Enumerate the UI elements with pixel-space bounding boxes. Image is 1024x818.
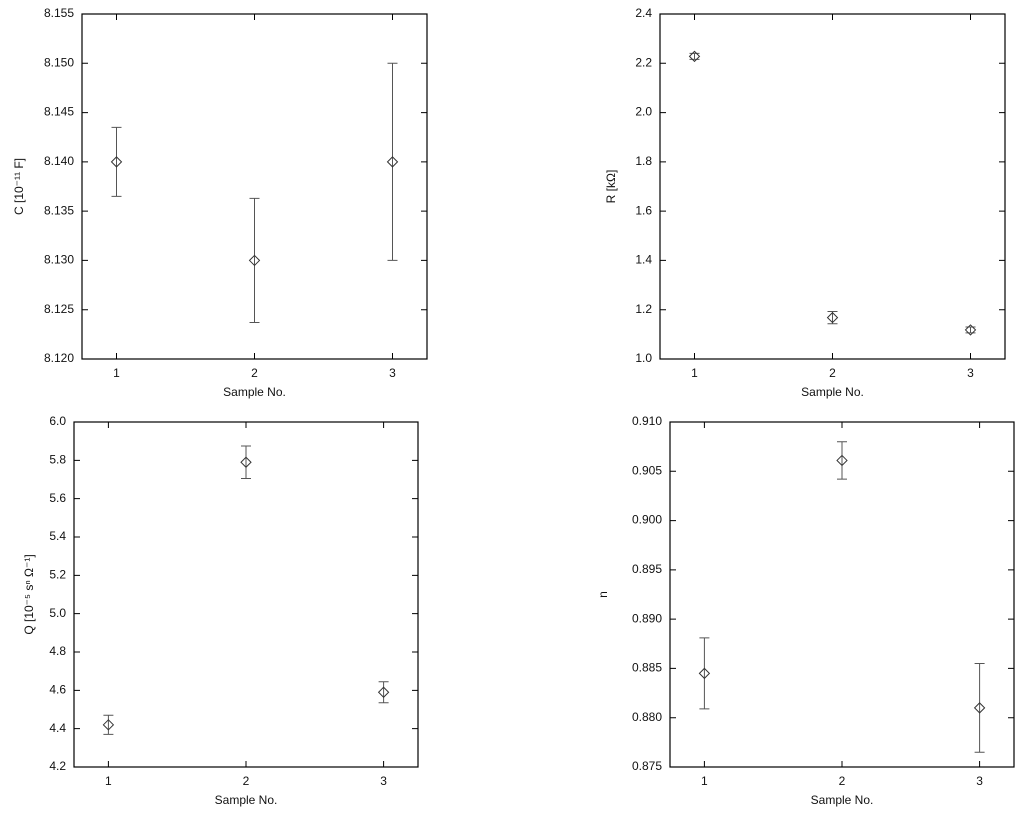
marker [102, 719, 115, 731]
y-tick-label: 5.4 [49, 529, 66, 543]
x-axis-label: Sample No. [801, 385, 864, 399]
marker [964, 324, 977, 336]
error-bar [827, 310, 838, 325]
y-tick-label: 8.130 [44, 253, 74, 267]
y-tick-label: 8.135 [44, 203, 74, 217]
y-tick-label: 1.2 [635, 302, 652, 316]
y-tick-label: 4.2 [49, 759, 66, 773]
error-bar [241, 445, 251, 480]
y-tick-label: 5.8 [49, 453, 66, 467]
x-axis-label: Sample No. [215, 793, 278, 807]
y-tick-label: 4.8 [49, 644, 66, 658]
y-tick-label: 5.2 [49, 568, 66, 582]
marker [386, 156, 399, 168]
marker [248, 254, 261, 267]
y-tick-label: 0.895 [632, 562, 662, 576]
error-bar [974, 663, 985, 753]
error-bar [689, 52, 700, 60]
y-tick-label: 2.0 [635, 105, 652, 119]
error-bar [111, 126, 122, 197]
error-bar [837, 441, 847, 480]
y-axis-label: Q [10⁻⁵ sⁿ Ω⁻¹] [22, 554, 36, 634]
plot-frame [73, 421, 419, 768]
marker [698, 667, 711, 680]
y-tick-label: 4.6 [49, 683, 66, 697]
x-tick-label: 1 [113, 366, 120, 380]
marker [836, 454, 848, 467]
y-tick-label: 0.885 [632, 661, 662, 675]
error-bar [103, 714, 114, 735]
marker [688, 50, 701, 63]
x-tick-label: 1 [691, 366, 698, 380]
y-tick-label: 1.4 [635, 253, 652, 267]
x-tick-label: 3 [380, 774, 387, 788]
y-tick-label: 8.155 [44, 6, 74, 20]
y-tick-label: 0.905 [632, 463, 662, 477]
y-tick-label: 4.4 [49, 721, 66, 735]
y-tick-label: 6.0 [49, 414, 66, 428]
marker [377, 686, 390, 698]
y-tick-label: 1.0 [635, 351, 652, 365]
x-tick-label: 1 [105, 774, 112, 788]
x-tick-label: 2 [243, 774, 250, 788]
y-axis-label: R [kΩ] [604, 170, 618, 204]
y-tick-label: 0.875 [632, 759, 662, 773]
error-bar [699, 637, 710, 710]
error-bar [387, 62, 398, 261]
x-tick-label: 3 [976, 774, 983, 788]
x-tick-label: 2 [839, 774, 846, 788]
x-tick-label: 3 [967, 366, 974, 380]
marker [240, 456, 252, 468]
plot-frame [669, 421, 1015, 768]
marker [973, 702, 986, 714]
error-bar [378, 681, 389, 704]
y-tick-label: 8.120 [44, 351, 74, 365]
y-tick-label: 2.2 [635, 55, 652, 69]
x-tick-label: 2 [829, 366, 836, 380]
y-tick-label: 0.880 [632, 710, 662, 724]
y-tick-label: 8.145 [44, 105, 74, 119]
y-tick-label: 0.900 [632, 513, 662, 527]
x-axis-label: Sample No. [811, 793, 874, 807]
marker [110, 156, 123, 168]
y-tick-label: 5.6 [49, 491, 66, 505]
y-axis-label: C [10⁻¹¹ F] [12, 158, 26, 215]
y-tick-label: 0.910 [632, 414, 662, 428]
y-tick-label: 2.4 [635, 6, 652, 20]
plot-frame [659, 13, 1006, 360]
error-bar [249, 197, 260, 324]
y-tick-label: 0.890 [632, 611, 662, 625]
x-axis-label: Sample No. [223, 385, 286, 399]
y-tick-label: 1.6 [635, 203, 652, 217]
y-axis-label: n [596, 591, 610, 598]
y-tick-label: 8.150 [44, 55, 74, 69]
y-tick-label: 8.125 [44, 302, 74, 316]
x-tick-label: 1 [701, 774, 708, 788]
x-tick-label: 3 [389, 366, 396, 380]
marker [826, 311, 839, 324]
x-tick-label: 2 [251, 366, 258, 380]
y-tick-label: 5.0 [49, 606, 66, 620]
y-tick-label: 8.140 [44, 154, 74, 168]
error-bar [965, 326, 976, 334]
plot-frame [81, 13, 428, 360]
y-tick-label: 1.8 [635, 154, 652, 168]
